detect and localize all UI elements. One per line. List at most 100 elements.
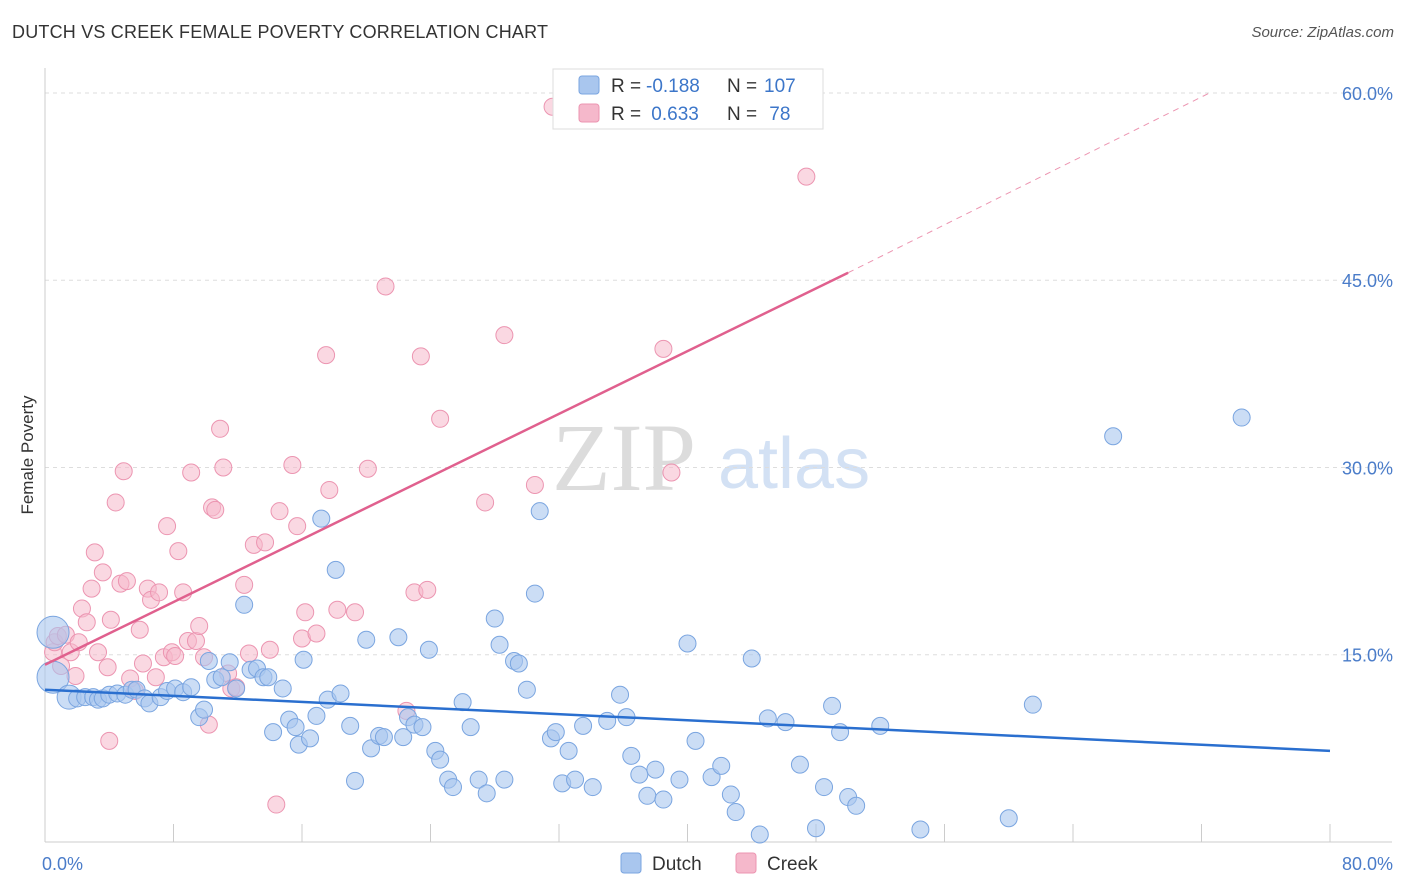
dutch-point-19 — [182, 678, 201, 697]
dutch-point-35 — [286, 718, 305, 737]
legend-creek-n-label: N = — [727, 104, 757, 125]
creek-point-12 — [89, 643, 108, 662]
chart-source: Source: ZipAtlas.com — [1251, 24, 1394, 41]
creek-point-23 — [133, 654, 152, 673]
creek-point-76 — [797, 167, 816, 186]
watermark-zip: ZIP — [552, 404, 696, 511]
dutch-point-97 — [776, 713, 795, 732]
dutch-point-108 — [1023, 695, 1042, 714]
bottom-legend-creek-label: Creek — [767, 854, 818, 875]
creek-point-16 — [106, 493, 125, 512]
trend-lines — [44, 92, 1331, 753]
legend-dutch-swatch — [578, 75, 600, 95]
dutch-point-83 — [630, 765, 649, 784]
dutch-point-27 — [235, 595, 254, 614]
y-tick-label-0: 15.0% — [1342, 646, 1393, 666]
dutch-point-76 — [566, 770, 585, 789]
dutch-point-44 — [341, 716, 360, 735]
dutch-point-39 — [307, 706, 326, 725]
y-tick-label-2: 45.0% — [1342, 271, 1393, 291]
creek-point-60 — [320, 480, 339, 499]
bottom-legend-dutch-label: Dutch — [652, 854, 702, 875]
dutch-point-70 — [525, 584, 544, 603]
dutch-point-85 — [646, 760, 665, 779]
dutch-point-71 — [530, 502, 549, 521]
legend-dutch-r-value: -0.188 — [646, 76, 700, 97]
watermark: ZIP atlas — [552, 404, 870, 511]
dutch-point-22 — [199, 651, 218, 670]
dutch-point-62 — [469, 770, 488, 789]
creek-point-22 — [130, 620, 149, 639]
dutch-point-89 — [686, 731, 705, 750]
bottom-legend: Dutch Creek — [620, 852, 818, 875]
creek-point-48 — [239, 644, 258, 663]
creek-point-13 — [93, 563, 112, 582]
creek-point-26 — [146, 668, 165, 687]
bottom-legend-dutch-swatch — [620, 852, 642, 874]
dutch-point-51 — [394, 728, 413, 747]
dutch-point-55 — [419, 640, 438, 659]
dutch-point-107 — [999, 809, 1018, 828]
dutch-point-26 — [227, 679, 246, 698]
dutch-point-37 — [294, 650, 313, 669]
creek-point-62 — [346, 603, 365, 622]
creek-point-59 — [317, 346, 336, 365]
dutch-point-21 — [195, 700, 214, 719]
creek-point-27 — [150, 583, 169, 602]
dutch-point-93 — [726, 803, 745, 822]
dutch-point-109 — [1104, 427, 1123, 446]
dutch-point-40 — [312, 509, 331, 528]
dutch-point-105 — [871, 716, 890, 735]
creek-trend-line — [44, 271, 849, 666]
creek-point-19 — [117, 572, 136, 591]
legend: R = -0.188 N = 107 R = 0.633 N = 78 — [552, 68, 824, 130]
creek-point-50 — [256, 533, 275, 552]
creek-point-35 — [182, 463, 201, 482]
dutch-point-106 — [911, 820, 930, 839]
creek-point-6 — [66, 666, 85, 685]
creek-point-41 — [206, 500, 225, 519]
creek-point-77 — [100, 731, 119, 750]
creek-point-57 — [296, 603, 315, 622]
creek-point-71 — [495, 326, 514, 345]
dutch-point-86 — [654, 790, 673, 809]
dutch-point-25 — [220, 653, 239, 672]
creek-point-14 — [98, 658, 117, 677]
creek-point-42 — [211, 419, 230, 438]
creek-point-54 — [283, 455, 302, 474]
creek-point-36 — [186, 632, 205, 651]
dutch-point-82 — [622, 746, 641, 765]
dutch-point-75 — [559, 741, 578, 760]
dutch-point-84 — [638, 786, 657, 805]
tick-labels: 15.0% 30.0% 45.0% 60.0% 0.0% 80.0% — [42, 84, 1393, 874]
x-tick-label-0: 0.0% — [42, 854, 83, 874]
creek-point-10 — [82, 579, 101, 598]
dutch-point-91 — [712, 756, 731, 775]
dutch-point-110 — [1232, 408, 1251, 427]
dutch-point-100 — [815, 778, 834, 797]
dutch-point-77 — [574, 716, 593, 735]
dutch-point-49 — [374, 728, 393, 747]
grid-lines — [45, 92, 1392, 656]
legend-dutch-n-label: N = — [727, 76, 757, 97]
dutch-point-31 — [259, 668, 278, 687]
dutch-point-66 — [495, 770, 514, 789]
legend-creek-n-value: 78 — [764, 104, 790, 125]
dutch-point-88 — [678, 634, 697, 653]
creek-point-43 — [214, 458, 233, 477]
creek-trend-extension — [847, 92, 1210, 274]
dutch-point-33 — [273, 679, 292, 698]
dutch-point-92 — [721, 785, 740, 804]
dutch-point-99 — [807, 819, 825, 838]
creek-point-69 — [431, 409, 450, 428]
dutch-trend-line — [44, 688, 1331, 753]
dutch-point-104 — [847, 796, 866, 815]
chart-title: DUTCH VS CREEK FEMALE POVERTY CORRELATIO… — [12, 22, 549, 42]
dutch-point-43 — [331, 684, 350, 703]
creek-point-11 — [85, 543, 104, 562]
creek-point-67 — [411, 347, 430, 366]
dutch-point-50 — [389, 628, 408, 647]
watermark-atlas: atlas — [718, 424, 870, 504]
dutch-point-54 — [413, 718, 432, 737]
